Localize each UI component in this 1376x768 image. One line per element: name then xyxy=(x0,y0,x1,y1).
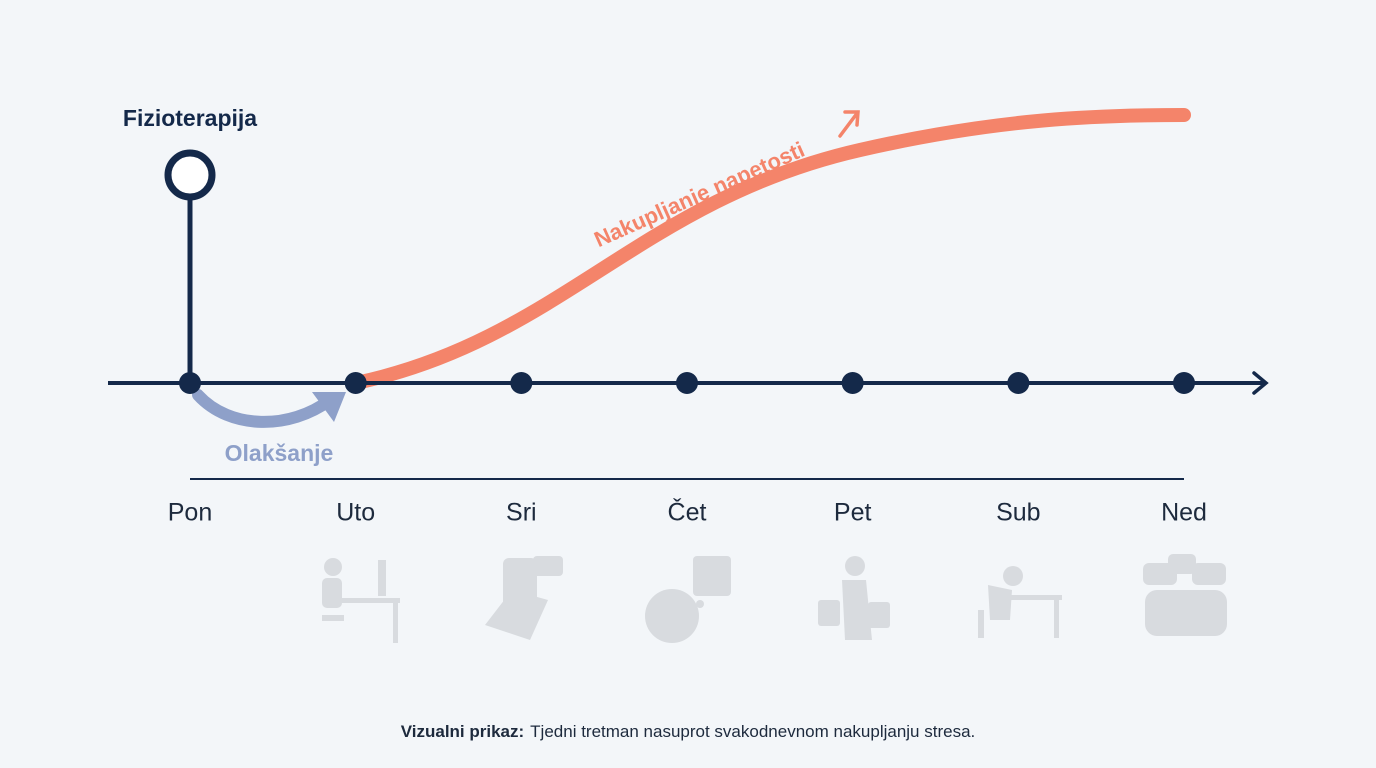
day-dot xyxy=(1173,372,1195,394)
relief-arrow xyxy=(192,389,336,428)
icons xyxy=(322,554,1227,643)
relief-arrow-head xyxy=(312,392,346,422)
day-label: Pet xyxy=(834,499,872,527)
treatment-marker xyxy=(164,149,216,201)
day-label: Ned xyxy=(1161,499,1207,527)
caption: Vizualni prikaz: Tjedni tretman nasuprot … xyxy=(401,722,976,741)
axis-arrow xyxy=(1252,371,1269,395)
treatment-label: Fizioterapija xyxy=(123,105,257,131)
tension-curve xyxy=(349,108,1191,390)
day-label: Čet xyxy=(668,498,707,527)
day-label: Sri xyxy=(506,499,537,527)
day-dot xyxy=(841,372,864,394)
day-label: Uto xyxy=(336,499,375,527)
relief-label: Olakšanje xyxy=(225,440,334,466)
caption-text: Tjedni tretman nasuprot svakodnevnom nak… xyxy=(530,722,975,741)
day-dot xyxy=(344,372,367,394)
day-label: Pon xyxy=(168,499,212,527)
days: Pon Uto Sri Čet Pet Sub Ned xyxy=(168,372,1207,527)
day-dot xyxy=(676,372,698,394)
day-dot xyxy=(1007,372,1030,394)
tension-arrow xyxy=(838,110,860,138)
day-dot xyxy=(179,372,201,394)
day-dot xyxy=(510,372,533,394)
day-label: Sub xyxy=(996,499,1040,527)
caption-bold: Vizualni prikaz: xyxy=(401,722,524,741)
